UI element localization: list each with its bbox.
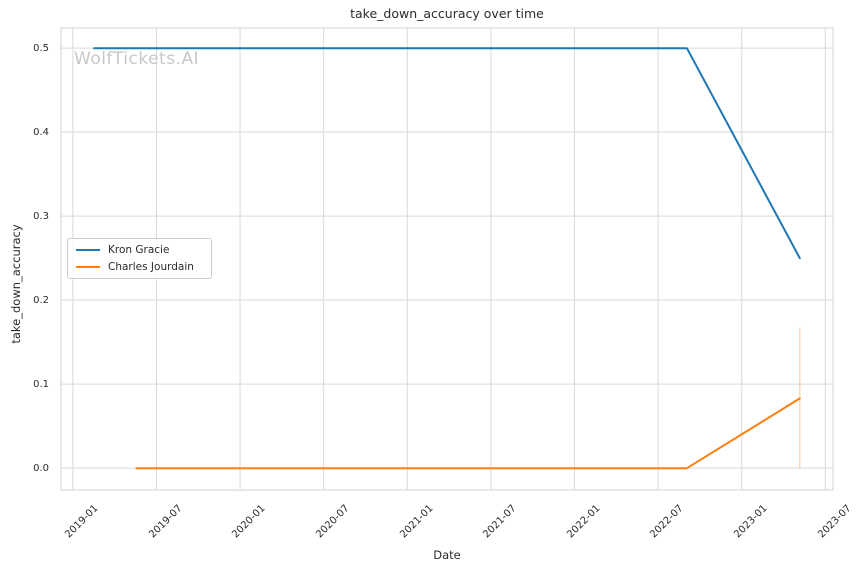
legend: Kron Gracie Charles Jourdain xyxy=(67,238,212,279)
y-tick-label: 0.0 xyxy=(33,462,49,474)
watermark: WolfTickets.AI xyxy=(74,49,200,69)
y-axis-label: take_down_accuracy xyxy=(9,224,23,344)
axes-spines xyxy=(60,27,834,491)
legend-label: Charles Jourdain xyxy=(108,261,194,273)
legend-label: Kron Gracie xyxy=(108,244,170,256)
y-tick-label: 0.1 xyxy=(33,378,49,390)
x-axis-label: Date xyxy=(433,548,461,562)
series-line-charles-jourdain xyxy=(135,397,801,470)
chart-title: take_down_accuracy over time xyxy=(350,6,544,21)
y-tick-label: 0.4 xyxy=(33,126,49,138)
y-tick-label: 0.3 xyxy=(33,210,49,222)
legend-line-swatch xyxy=(76,249,100,251)
y-tick-label: 0.5 xyxy=(33,42,49,54)
legend-item: Charles Jourdain xyxy=(76,261,203,273)
legend-item: Kron Gracie xyxy=(76,244,203,256)
legend-line-swatch xyxy=(76,266,100,268)
series-line-kron-gracie xyxy=(93,47,801,260)
y-tick-label: 0.2 xyxy=(33,294,49,306)
